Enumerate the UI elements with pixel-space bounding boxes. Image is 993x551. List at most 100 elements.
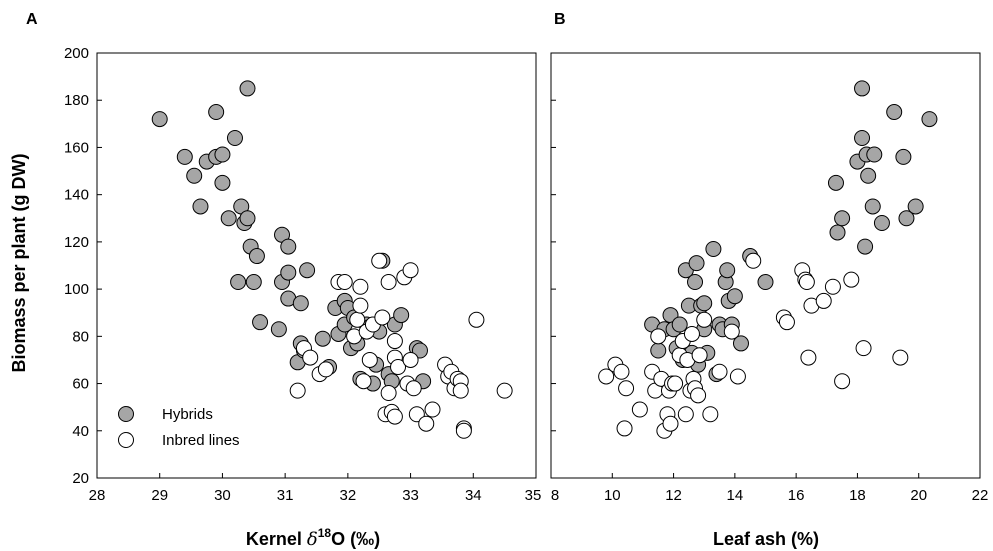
inbred-point [455,422,472,439]
panel-a-y-tick-label: 40 [72,423,89,440]
inbred-point [843,271,860,288]
hybrid-point [270,321,287,338]
panel-a-x-axis-title: Kernel δ18O (‰) [246,526,380,550]
hybrid-point [214,174,231,191]
hybrid-point [192,198,209,215]
inbred-point [690,387,707,404]
panel-a-x-tick-label: 35 [525,487,542,504]
hybrid-point [898,210,915,227]
inbred-point [677,406,694,423]
panel-a-x-tick-label: 29 [151,487,168,504]
inbred-point [711,363,728,380]
hybrid-point [907,198,924,215]
legend-hybrids-label: Hybrids [162,406,213,423]
hybrid-point [208,104,225,121]
panel-a-x-tick-label: 34 [465,487,482,504]
hybrid-point [687,274,704,291]
panel-a-letter: A [26,11,38,28]
inbred-point [374,309,391,326]
hybrid-point [834,210,851,227]
inbred-point [616,420,633,437]
inbred-point [380,385,397,401]
inbred-point [618,380,635,397]
hybrid-point [827,174,844,191]
hybrid-point [671,316,688,333]
hybrid-point [239,80,256,97]
inbred-point [723,323,740,340]
inbred-point [855,340,872,357]
inbred-point [696,311,713,328]
panel-a-xlabel-part-1: Kernel [246,529,307,549]
inbred-point [691,347,708,364]
inbred-point [352,278,369,295]
inbred-point [424,401,441,418]
hybrid-point [239,210,256,227]
hybrid-point [705,240,722,257]
inbred-point [824,278,841,295]
hybrid-point [886,104,903,121]
panel-b-x-tick-label: 8 [551,487,559,504]
inbred-point [380,274,397,291]
inbred-point [815,292,832,309]
hybrid-point [829,224,846,241]
panel-a-y-tick-label: 200 [64,45,89,62]
hybrid-point [226,130,243,146]
inbred-point [402,262,419,279]
panel-a-y-tick-label: 180 [64,92,89,109]
inbred-point [302,349,319,366]
inbred-point [834,373,851,390]
inbred-point [386,333,403,350]
inbred-point [405,380,422,397]
inbred-point [892,349,909,366]
panel-a-y-tick-label: 100 [64,281,89,298]
inbred-point [496,382,513,399]
panel-b-points [551,52,938,479]
panel-a-x-tick-label: 33 [402,487,419,504]
inbred-point [355,373,372,390]
panel-a-x-tick-label: 30 [214,487,231,504]
hybrid-point [230,274,247,291]
hybrid-point [650,342,667,359]
inbred-point [631,401,648,418]
inbred-point [667,375,684,392]
hybrid-point [866,146,883,163]
hybrid-point [151,111,168,128]
panel-a-y-tick-label: 80 [72,328,89,345]
hybrid-point [411,342,428,359]
panel-a-x-ticks: 28 29 30 31 32 33 34 35 [89,473,542,504]
inbred-point [613,363,630,380]
legend-hybrids-marker [118,406,134,422]
panel-a-xlabel-superscript: 18 [318,526,332,540]
panel-b-x-tick-label: 16 [788,487,805,504]
inbred-point [317,361,334,378]
inbred-point [371,252,388,269]
hybrid-point [280,264,297,281]
hybrid-point [176,148,193,165]
inbred-point [336,274,353,291]
legend: Hybrids Inbred lines [118,406,240,449]
inbred-point [778,314,795,331]
panel-a-y-tick-label: 140 [64,187,89,204]
y-axis-title: Biomass per plant (g DW) [9,153,29,372]
panel-b-x-tick-label: 12 [665,487,682,504]
panel-b-x-tick-label: 14 [727,487,744,504]
inbred-point [598,368,615,385]
hybrid-point [854,130,871,146]
hybrid-point [873,215,890,231]
panel-b-frame [550,52,981,479]
panel-a-x-tick-label: 32 [340,487,357,504]
hybrid-point [393,307,410,324]
inbred-point [745,252,762,269]
legend-inbred-marker [118,432,134,448]
panel-b-x-tick-label: 20 [910,487,927,504]
panel-b: B 8 10 12 14 16 18 20 22 Leaf ash (%) [550,11,988,549]
panel-a-y-tick-label: 20 [72,470,89,487]
hybrid-point [245,274,262,291]
hybrid-point [860,167,877,184]
panel-a-x-tick-label: 28 [89,487,106,504]
hybrid-point [921,111,938,128]
hybrid-point [726,288,743,305]
hybrid-point [757,274,774,291]
panel-a: A 20 40 60 80 100 120 140 160 180 200 28 29 30 31 32 3… [26,11,541,550]
